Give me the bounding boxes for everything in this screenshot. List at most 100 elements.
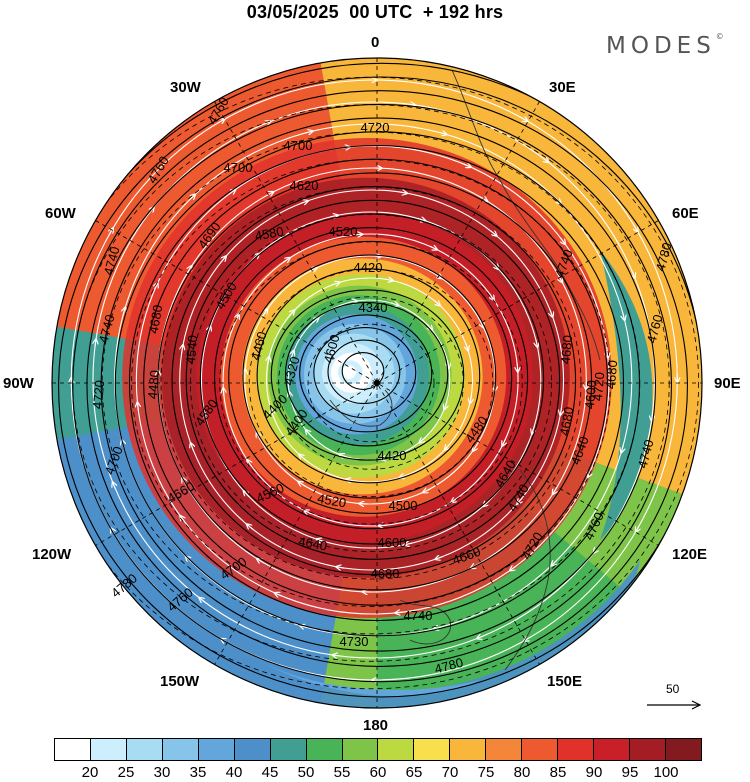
contour-label: 4700 — [224, 160, 253, 175]
colorbar-swatch — [665, 739, 701, 760]
longitude-label-90w: 90W — [3, 375, 34, 392]
colorbar-swatch — [126, 739, 163, 760]
colorbar-tick-label: 35 — [189, 764, 207, 781]
longitude-label-30e: 30E — [549, 79, 576, 96]
streamline-arrow — [299, 454, 306, 461]
streamline-arrow — [560, 406, 561, 415]
height-contour — [199, 213, 545, 545]
streamline-arrow — [304, 510, 312, 514]
height-contour — [256, 268, 481, 484]
height-contour — [100, 117, 657, 652]
streamline-arrow — [435, 556, 444, 559]
streamline-arrow — [417, 218, 426, 220]
colorbar-tick-label: 60 — [369, 764, 387, 781]
contour-label: 4680 — [603, 360, 620, 390]
colorbar-tick-label: 20 — [81, 764, 99, 781]
streamline-arrow — [271, 410, 273, 418]
height-contour — [228, 240, 513, 514]
longitude-label-30w: 30W — [170, 79, 201, 96]
streamline-arrow — [558, 274, 562, 282]
streamline-arrow — [288, 310, 294, 317]
colorbar-tick-label: 40 — [225, 764, 243, 781]
streamline-arrow — [263, 309, 267, 316]
colorbar-swatch — [378, 739, 415, 760]
colorbar-swatch — [594, 739, 630, 760]
colorbar-swatch — [486, 739, 523, 760]
streamline-arrow — [520, 117, 528, 121]
streamline-arrow — [137, 402, 138, 411]
streamline-arrow — [359, 504, 368, 505]
colorbar-swatch — [450, 739, 487, 760]
streamline-arrow — [247, 524, 254, 530]
shade-band — [240, 650, 480, 697]
contour-label: 4600 — [582, 380, 599, 410]
streamline-arrow — [188, 194, 195, 201]
height-contour — [157, 172, 593, 591]
streamline-arrow — [354, 234, 362, 235]
colorbar-swatch — [558, 739, 595, 760]
colorbar-tick-label: 45 — [261, 764, 279, 781]
streamline-arrow — [652, 412, 653, 421]
contour-label: 4780 — [653, 241, 675, 273]
streamline-arrow — [275, 593, 283, 596]
dashed-contour — [72, 104, 670, 662]
streamline-arrow — [536, 339, 538, 347]
height-contour — [143, 158, 609, 606]
shade-ring — [341, 365, 357, 379]
longitude-label-150e: 150E — [547, 673, 583, 690]
streamline-arrow — [438, 132, 447, 134]
contour-label: 4680 — [371, 566, 400, 581]
streamline-arrow — [451, 498, 459, 502]
streamline-arrow — [490, 230, 496, 236]
pole-diamond — [373, 379, 381, 387]
streamline-arrow — [182, 345, 183, 354]
colorbar-tick-label: 65 — [405, 764, 423, 781]
streamline-arrow — [550, 309, 553, 317]
streamline-arrow — [473, 444, 477, 451]
dashed-contour — [189, 214, 553, 552]
contour-label: 4500 — [389, 498, 418, 513]
streamline-arrow — [632, 270, 635, 277]
wind-scale-arrow — [647, 700, 702, 710]
streamline-arrow — [187, 266, 191, 274]
streamline-arrow — [621, 444, 623, 453]
colorbar-tick-label: 80 — [513, 764, 531, 781]
streamline-arrow — [300, 626, 308, 628]
streamline-arrow — [257, 559, 265, 563]
streamline-arrow — [329, 215, 338, 217]
contour-label: 4420 — [378, 448, 407, 463]
streamline-arrow — [220, 256, 226, 263]
streamline-arrow — [282, 258, 290, 262]
streamline-arrow — [623, 312, 625, 320]
contour-label: 4620 — [290, 178, 319, 193]
streamline-arrow — [180, 516, 185, 523]
pole-marker — [373, 379, 381, 387]
contour-label: 4420 — [354, 260, 383, 275]
streamline-arrow — [463, 164, 470, 167]
longitude-label-180: 180 — [363, 717, 389, 734]
contour-label: 4740 — [101, 245, 123, 277]
contour-label: 4460 — [248, 330, 270, 362]
colorbar — [54, 738, 702, 761]
streamline-arrow — [300, 201, 308, 204]
contour-label: 4740 — [404, 608, 433, 623]
streamline-arrow — [406, 104, 415, 105]
colorbar-tick-label: 90 — [585, 764, 603, 781]
streamline-arrow — [607, 349, 608, 358]
coastline-path — [399, 599, 452, 645]
streamline-arrow — [553, 486, 557, 494]
streamline-arrow — [245, 369, 246, 378]
longitude-label-120w: 120W — [32, 546, 72, 563]
copyright-mark: © — [715, 32, 724, 41]
contour-label: 4600 — [378, 535, 407, 550]
longitude-label-60e: 60E — [672, 205, 699, 222]
streamline-arrow — [372, 256, 381, 257]
colorbar-swatch — [342, 739, 379, 760]
height-contour — [270, 289, 465, 461]
streamline-arrow — [346, 479, 355, 481]
streamline-arrow — [333, 655, 341, 656]
height-contour — [58, 76, 702, 698]
streamline-arrow — [419, 437, 426, 442]
streamline-arrow — [228, 190, 235, 195]
